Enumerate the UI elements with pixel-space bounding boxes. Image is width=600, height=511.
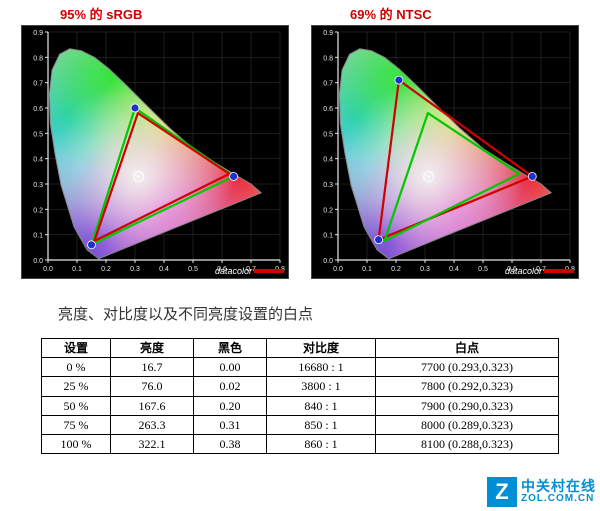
- brightness-table: 设置亮度黑色对比度白点 0 %16.70.0016680 : 17700 (0.…: [41, 338, 559, 454]
- table-cell: 16.7: [111, 358, 194, 377]
- chart-right: 0.0 0.1 0.2 0.3 0.4 0.5 0.6 0.7 0.8 0.0 0.1 0.2 0.3 0…: [311, 25, 579, 279]
- svg-text:0.0: 0.0: [333, 266, 343, 273]
- table-header-cell: 亮度: [111, 339, 194, 358]
- charts-row: 95% 的 sRGB 0.00.10.20.30.40.50.60.70.80.…: [0, 0, 600, 279]
- watermark-cn: 中关村在线: [521, 479, 596, 494]
- table-cell: 7800 (0.292,0.323): [376, 377, 559, 396]
- svg-text:0.5: 0.5: [33, 131, 43, 138]
- svg-text:0.0: 0.0: [43, 266, 53, 273]
- svg-text:0.4: 0.4: [33, 157, 43, 164]
- svg-text:0.1: 0.1: [362, 266, 372, 273]
- table-cell: 0.38: [194, 434, 267, 453]
- table-cell: 76.0: [111, 377, 194, 396]
- table-cell: 0 %: [42, 358, 111, 377]
- svg-text:0.2: 0.2: [101, 266, 111, 273]
- svg-text:0.4: 0.4: [449, 266, 459, 273]
- svg-text:0.8: 0.8: [323, 55, 333, 62]
- table-cell: 75 %: [42, 415, 111, 434]
- svg-text:0.9: 0.9: [323, 30, 333, 37]
- svg-text:0.0: 0.0: [33, 258, 43, 265]
- table-cell: 263.3: [111, 415, 194, 434]
- table-cell: 0.02: [194, 377, 267, 396]
- svg-text:0.5: 0.5: [323, 131, 333, 138]
- table-header-cell: 白点: [376, 339, 559, 358]
- svg-text:0.3: 0.3: [323, 182, 333, 189]
- watermark-text: 中关村在线 ZOL.COM.CN: [521, 479, 596, 504]
- chart-right-col: 69% 的 NTSC 0.00.10.20.30.40.50.60.70.80.…: [310, 0, 580, 279]
- table-cell: 322.1: [111, 434, 194, 453]
- table-header-cell: 黑色: [194, 339, 267, 358]
- svg-text:0.9: 0.9: [33, 30, 43, 37]
- table-header-cell: 设置: [42, 339, 111, 358]
- datacolor-text: datacolor: [505, 266, 542, 276]
- datacolor-bar: [544, 269, 574, 273]
- watermark: Z 中关村在线 ZOL.COM.CN: [487, 477, 596, 507]
- table-cell: 16680 : 1: [267, 358, 376, 377]
- svg-text:0.7: 0.7: [33, 81, 43, 88]
- svg-text:0.1: 0.1: [33, 233, 43, 240]
- table-row: 50 %167.60.20840 : 17900 (0.290,0.323): [42, 396, 559, 415]
- watermark-en: ZOL.COM.CN: [521, 494, 596, 505]
- svg-text:0.6: 0.6: [323, 106, 333, 113]
- svg-text:0.3: 0.3: [33, 182, 43, 189]
- svg-text:0.2: 0.2: [33, 207, 43, 214]
- table-cell: 167.6: [111, 396, 194, 415]
- svg-text:0.2: 0.2: [323, 207, 333, 214]
- svg-text:0.7: 0.7: [323, 81, 333, 88]
- table-cell: 850 : 1: [267, 415, 376, 434]
- chart-left-title: 95% 的 sRGB: [20, 4, 142, 23]
- table-cell: 8000 (0.289,0.323): [376, 415, 559, 434]
- datacolor-logo: datacolor: [215, 266, 284, 276]
- table-header-row: 设置亮度黑色对比度白点: [42, 339, 559, 358]
- svg-text:0.0: 0.0: [323, 258, 333, 265]
- datacolor-text: datacolor: [215, 266, 252, 276]
- table-row: 0 %16.70.0016680 : 17700 (0.293,0.323): [42, 358, 559, 377]
- svg-text:0.1: 0.1: [72, 266, 82, 273]
- svg-text:0.4: 0.4: [159, 266, 169, 273]
- table-body: 0 %16.70.0016680 : 17700 (0.293,0.323)25…: [42, 358, 559, 454]
- svg-text:0.5: 0.5: [478, 266, 488, 273]
- watermark-logo: Z: [487, 477, 517, 507]
- chart-left-col: 95% 的 sRGB 0.00.10.20.30.40.50.60.70.80.…: [20, 0, 290, 279]
- svg-text:0.4: 0.4: [323, 157, 333, 164]
- chart-left: 0.0 0.1 0.2 0.3 0.4 0.5 0.6 0.7 0.8 0.0 0.1 0.2 0.3 0…: [21, 25, 289, 279]
- table-cell: 0.20: [194, 396, 267, 415]
- table-cell: 860 : 1: [267, 434, 376, 453]
- table-cell: 7700 (0.293,0.323): [376, 358, 559, 377]
- table-cell: 840 : 1: [267, 396, 376, 415]
- table-row: 75 %263.30.31850 : 18000 (0.289,0.323): [42, 415, 559, 434]
- table-header-cell: 对比度: [267, 339, 376, 358]
- svg-text:0.3: 0.3: [420, 266, 430, 273]
- table-cell: 25 %: [42, 377, 111, 396]
- table-cell: 100 %: [42, 434, 111, 453]
- svg-text:0.3: 0.3: [130, 266, 140, 273]
- table-row: 100 %322.10.38860 : 18100 (0.288,0.323): [42, 434, 559, 453]
- svg-text:0.5: 0.5: [188, 266, 198, 273]
- table-cell: 50 %: [42, 396, 111, 415]
- chart-right-title: 69% 的 NTSC: [310, 4, 432, 23]
- table-cell: 0.00: [194, 358, 267, 377]
- svg-text:0.6: 0.6: [33, 106, 43, 113]
- svg-text:0.2: 0.2: [391, 266, 401, 273]
- table-cell: 3800 : 1: [267, 377, 376, 396]
- table-row: 25 %76.00.023800 : 17800 (0.292,0.323): [42, 377, 559, 396]
- gamut-chart-right: 0.0 0.1 0.2 0.3 0.4 0.5 0.6 0.7 0.8 0.0 0.1 0.2 0.3 0…: [312, 26, 578, 278]
- datacolor-logo: datacolor: [505, 266, 574, 276]
- svg-text:0.8: 0.8: [33, 55, 43, 62]
- svg-text:0.1: 0.1: [323, 233, 333, 240]
- table-cell: 0.31: [194, 415, 267, 434]
- gamut-chart-left: 0.0 0.1 0.2 0.3 0.4 0.5 0.6 0.7 0.8 0.0 0.1 0.2 0.3 0…: [22, 26, 288, 278]
- table-title: 亮度、对比度以及不同亮度设置的白点: [58, 303, 600, 324]
- table-cell: 7900 (0.290,0.323): [376, 396, 559, 415]
- datacolor-bar: [254, 269, 284, 273]
- table-cell: 8100 (0.288,0.323): [376, 434, 559, 453]
